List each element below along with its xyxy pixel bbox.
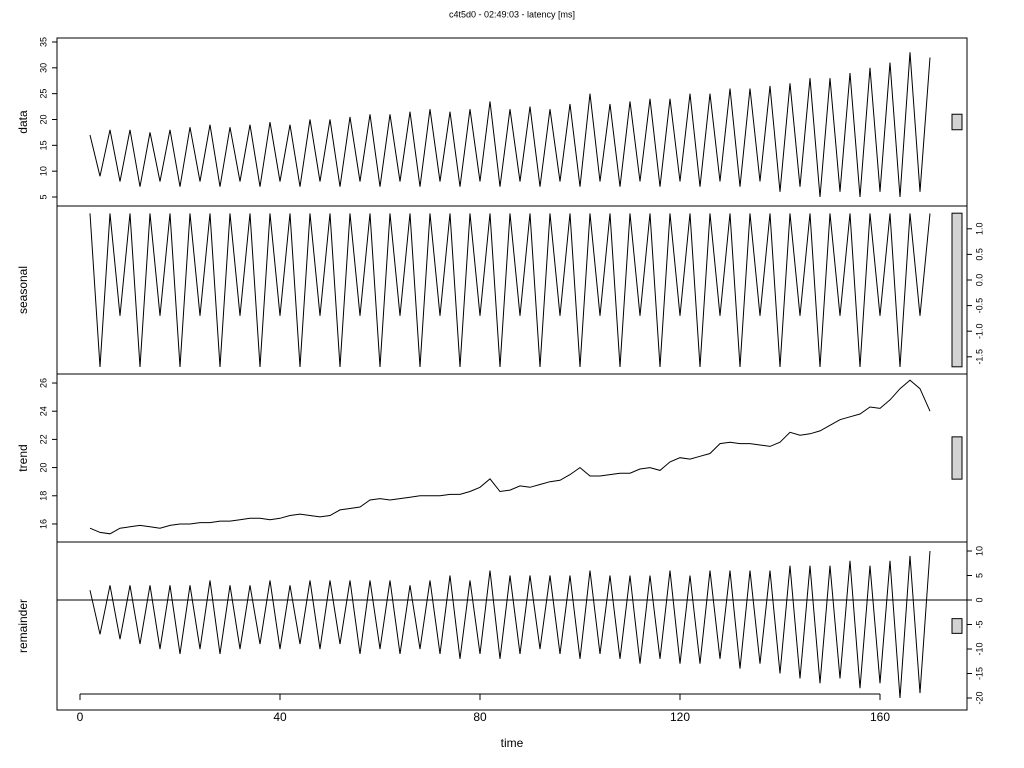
x-tick-label: 160	[870, 710, 890, 724]
x-tick-label: 120	[670, 710, 690, 724]
y-tick-label: -1.5	[974, 349, 984, 365]
y-tick-label: 0.5	[974, 248, 984, 261]
y-tick-label: -10	[974, 642, 984, 655]
y-tick-label: 10	[974, 546, 984, 556]
y-tick-label: 15	[38, 140, 48, 150]
x-axis-label: time	[501, 736, 524, 750]
scale-bar	[951, 436, 963, 480]
y-tick-label: 30	[38, 63, 48, 73]
x-tick-label: 0	[77, 710, 84, 724]
y-tick-label: 35	[38, 37, 48, 47]
y-tick-label: 25	[38, 89, 48, 99]
y-tick-label: 10	[38, 166, 48, 176]
series-line	[89, 52, 931, 198]
y-tick-label: -20	[974, 691, 984, 704]
series-line	[89, 550, 931, 699]
panel-frame	[56, 541, 968, 711]
y-tick-label: 16	[38, 519, 48, 529]
x-tick-label: 80	[473, 710, 487, 724]
y-tick-label: 26	[38, 378, 48, 388]
y-tick-label: -1.0	[974, 323, 984, 339]
y-tick-label: 24	[38, 406, 48, 416]
y-tick-label: -5	[974, 620, 984, 628]
y-axis-label: seasonal	[16, 266, 30, 314]
series-line	[89, 379, 931, 535]
y-axis-label: remainder	[16, 599, 30, 653]
y-tick-label: 5	[974, 573, 984, 578]
y-axis-label: data	[16, 110, 30, 134]
y-tick-label: -0.5	[974, 298, 984, 314]
x-tick-label: 40	[273, 710, 287, 724]
y-tick-label: 5	[38, 195, 48, 200]
y-axis-label: trend	[16, 444, 30, 471]
y-tick-label: 0.0	[974, 274, 984, 287]
chart-title: c4t5d0 - 02:49:03 - latency [ms]	[449, 9, 575, 19]
y-tick-label: 20	[38, 463, 48, 473]
scale-bar	[951, 113, 963, 131]
y-tick-label: -15	[974, 667, 984, 680]
panel-frame	[56, 373, 968, 543]
scale-bar	[951, 618, 963, 634]
series-line	[89, 213, 931, 368]
y-tick-label: 18	[38, 491, 48, 501]
y-tick-label: 0	[974, 598, 984, 603]
scale-bar	[951, 212, 963, 368]
y-tick-label: 22	[38, 434, 48, 444]
y-tick-label: 1.0	[974, 223, 984, 236]
y-tick-label: 20	[38, 114, 48, 124]
